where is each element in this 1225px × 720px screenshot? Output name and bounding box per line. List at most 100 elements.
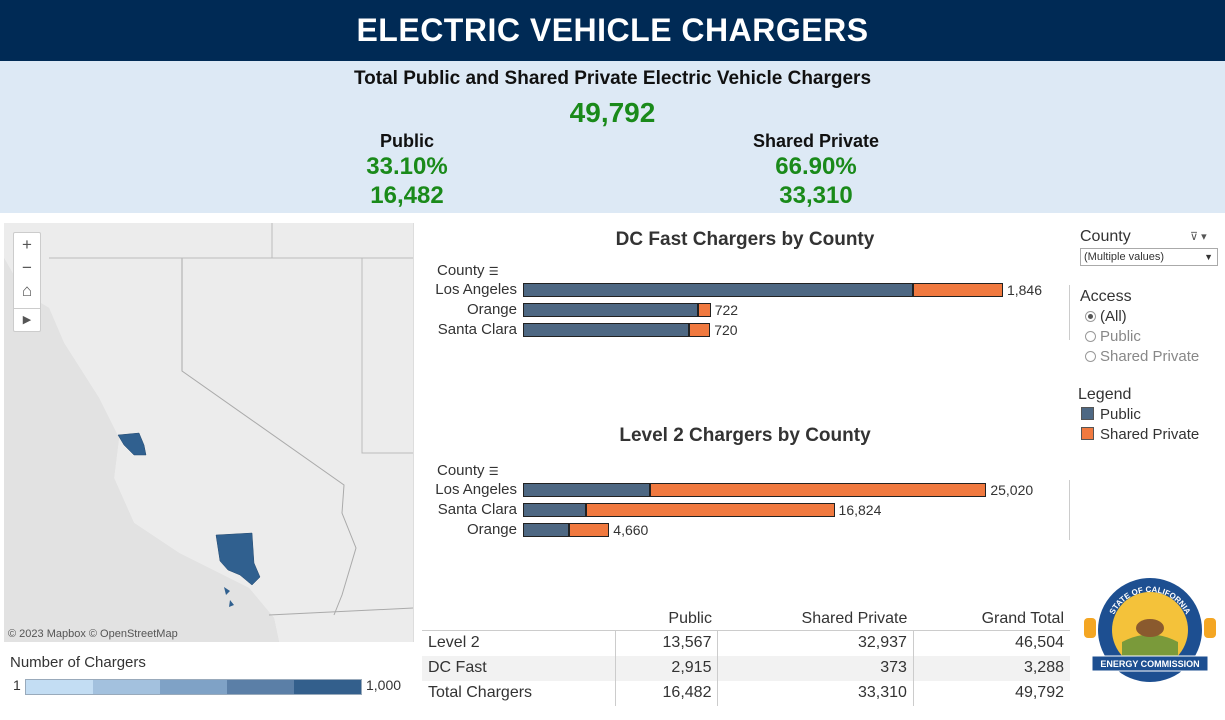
- legend-swatch: [1081, 407, 1094, 420]
- map-canvas: [4, 223, 413, 642]
- category-label: Los Angeles: [435, 281, 517, 298]
- county-dropdown[interactable]: (Multiple values) ▼: [1080, 248, 1218, 266]
- ramp-swatch: [294, 680, 361, 694]
- bar-total-label: 722: [714, 302, 739, 318]
- kpi-shared-pct: 66.90%: [775, 153, 857, 180]
- county-orange[interactable]: [242, 571, 254, 583]
- kpi-shared: Shared Private 66.90% 33,310: [716, 131, 916, 210]
- kpi-title: Total Public and Shared Private Electric…: [353, 68, 872, 89]
- zoom-in-button[interactable]: +: [22, 235, 32, 254]
- sort-icon[interactable]: ☰: [488, 266, 499, 278]
- dc-row-header: County ☰: [437, 262, 499, 279]
- table-cell: 49,792: [912, 680, 1070, 706]
- bar-public[interactable]: [523, 523, 570, 537]
- bar-public[interactable]: [523, 303, 698, 317]
- seal-band-text: ENERGY COMMISSION: [1100, 659, 1199, 669]
- county-filter-label: County: [1080, 228, 1131, 245]
- border-mexico: [268, 607, 413, 616]
- kpi-public-label: Public: [379, 131, 434, 151]
- totals-table: Public Shared Private Grand Total Level …: [422, 608, 1070, 706]
- table-header: Grand Total: [913, 608, 1070, 631]
- county-map[interactable]: + − ⌂ ▶ © 2023 Mapbox © OpenStreetMap: [4, 223, 414, 642]
- access-option-label: Shared Private: [1100, 348, 1200, 365]
- radio-selected-icon: [1085, 311, 1096, 322]
- access-option-all[interactable]: (All): [1085, 308, 1127, 325]
- ramp-legend-title: Number of Chargers: [10, 654, 146, 671]
- seal-hills: [1122, 634, 1178, 662]
- bar-shared-private[interactable]: [697, 303, 711, 317]
- l2-row-header: County ☰: [437, 462, 499, 479]
- county-los-angeles[interactable]: [215, 532, 261, 586]
- legend-item-public[interactable]: Public: [1081, 406, 1141, 423]
- table-cell: 32,937: [717, 630, 914, 656]
- bar-total-label: 25,020: [990, 482, 1034, 498]
- table-cell: DC Fast: [422, 655, 616, 681]
- bar-public[interactable]: [523, 323, 689, 337]
- dc-chart-title: DC Fast Chargers by County: [615, 229, 875, 250]
- zoom-out-button[interactable]: −: [22, 258, 32, 277]
- ramp-legend: [25, 679, 362, 695]
- county-santa-clara[interactable]: [117, 432, 147, 456]
- bar-shared-private[interactable]: [913, 283, 1003, 297]
- bar-total-label: 1,846: [1006, 282, 1042, 298]
- bar-shared-private[interactable]: [585, 503, 835, 517]
- legend-item-label: Public: [1100, 406, 1141, 423]
- table-row: DC Fast 2,915 373 3,288: [422, 655, 1070, 681]
- bar-public[interactable]: [523, 283, 913, 297]
- table-header: [422, 608, 616, 631]
- map-toolbar: + − ⌂ ▶: [13, 232, 41, 332]
- table-header-row: Public Shared Private Grand Total: [422, 608, 1070, 631]
- access-option-public[interactable]: Public: [1085, 328, 1141, 345]
- bar-public[interactable]: [523, 503, 586, 517]
- bar-shared-private[interactable]: [649, 483, 987, 497]
- kpi-total: 49,792: [569, 97, 656, 128]
- category-label: Santa Clara: [437, 501, 517, 518]
- legend-label: Legend: [1078, 386, 1132, 403]
- legend-item-label: Shared Private: [1100, 426, 1200, 443]
- category-label: Orange: [466, 521, 517, 538]
- legend-item-shared[interactable]: Shared Private: [1081, 426, 1199, 443]
- play-icon[interactable]: ▶: [14, 308, 40, 331]
- l2-row-header-label: County: [437, 462, 485, 479]
- kpi-shared-label: Shared Private: [752, 131, 880, 151]
- access-option-shared[interactable]: Shared Private: [1085, 348, 1199, 365]
- clear-filter-icon[interactable]: ⊽ ▾: [1190, 231, 1207, 243]
- ramp-swatch: [26, 680, 93, 694]
- map-attribution[interactable]: © 2023 Mapbox © OpenStreetMap: [8, 628, 178, 640]
- ramp-swatch: [93, 680, 160, 694]
- energy-commission-logo: STATE OF CALIFORNIA ENERGY COMMISSION: [1084, 578, 1216, 682]
- bar-public[interactable]: [523, 483, 650, 497]
- bar-total-label: 720: [714, 322, 738, 338]
- bear-icon: [1136, 619, 1164, 637]
- table-header: Public: [615, 608, 718, 631]
- sort-icon[interactable]: ☰: [488, 466, 499, 478]
- kpi-summary: Total Public and Shared Private Electric…: [0, 61, 1225, 213]
- divider: [1069, 480, 1070, 540]
- table-cell: 13,567: [614, 630, 718, 656]
- bar-total-label: 4,660: [613, 522, 649, 538]
- divider: [1069, 285, 1070, 340]
- bar-shared-private[interactable]: [688, 323, 711, 337]
- kpi-public-pct: 33.10%: [366, 153, 448, 180]
- chevron-down-icon: ▼: [1204, 252, 1213, 262]
- table-cell: 33,310: [717, 680, 914, 706]
- state-border-ca: [181, 258, 357, 616]
- table-row: Level 2 13,567 32,937 46,504: [422, 630, 1070, 656]
- page-title: ELECTRIC VEHICLE CHARGERS: [0, 0, 1225, 61]
- kpi-shared-count: 33,310: [779, 182, 853, 209]
- bar-shared-private[interactable]: [569, 523, 610, 537]
- ramp-legend-min: 1: [13, 677, 21, 693]
- table-cell: 46,504: [912, 630, 1070, 656]
- home-button[interactable]: ⌂: [21, 281, 33, 300]
- island-clemente: [229, 600, 234, 607]
- kpi-public: Public 33.10% 16,482: [307, 131, 507, 210]
- table-cell: Level 2: [428, 634, 480, 652]
- ramp-swatch: [160, 680, 227, 694]
- table-cell: Total Chargers: [428, 684, 533, 701]
- table-header: Shared Private: [717, 608, 914, 631]
- category-label: Los Angeles: [435, 481, 517, 498]
- bar-total-label: 16,824: [838, 502, 882, 518]
- access-filter-label: Access: [1080, 288, 1132, 305]
- seal-wing-left: [1084, 618, 1096, 638]
- table-cell: 2,915: [614, 655, 718, 681]
